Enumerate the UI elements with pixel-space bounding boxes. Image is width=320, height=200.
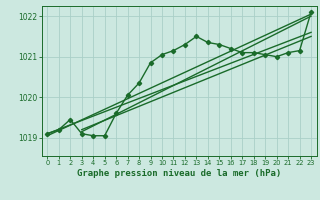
X-axis label: Graphe pression niveau de la mer (hPa): Graphe pression niveau de la mer (hPa) [77, 169, 281, 178]
